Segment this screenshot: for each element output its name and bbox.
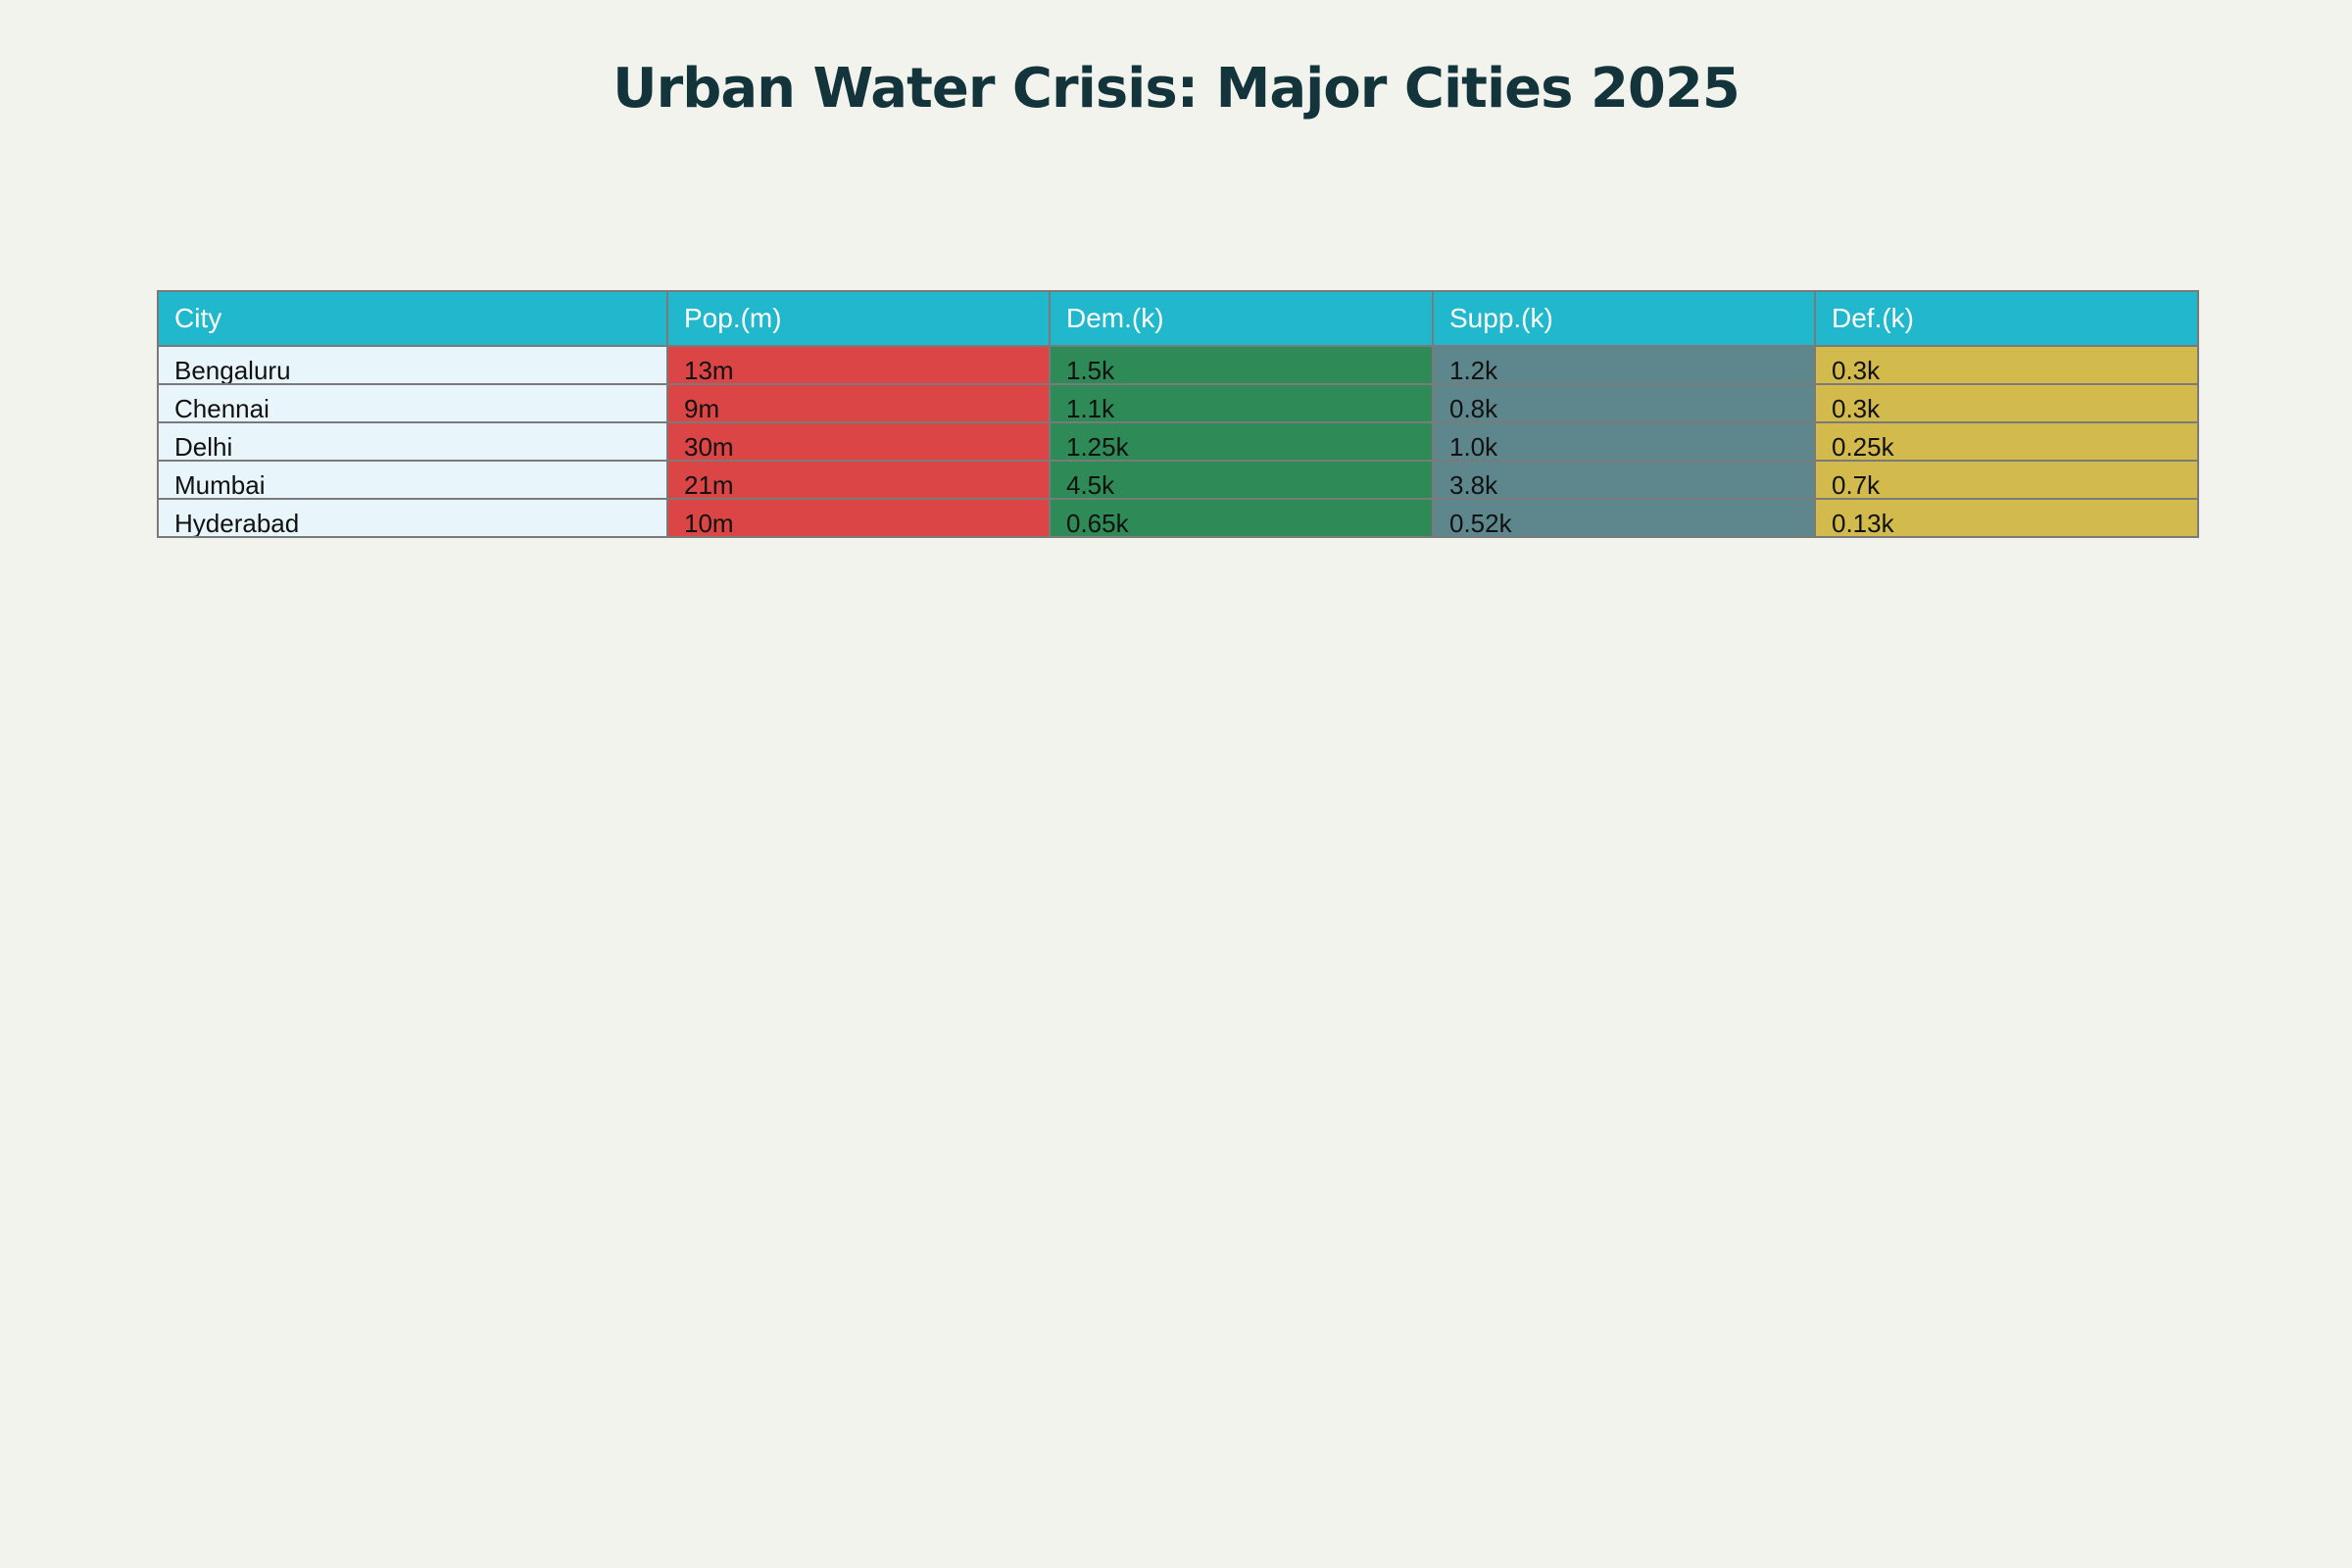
column-header: Def.(k): [1814, 290, 2199, 347]
table-row: Bengaluru 13m 1.5k 1.2k 0.3k: [157, 345, 2199, 385]
value-cell: 9m: [666, 383, 1051, 423]
value-cell: 1.25k: [1049, 421, 1434, 462]
column-header: Dem.(k): [1049, 290, 1434, 347]
data-table-container: City Pop.(m) Dem.(k) Supp.(k) Def.(k) Bengal…: [157, 290, 2199, 538]
value-cell: 1.5k: [1049, 345, 1434, 385]
column-header: Supp.(k): [1432, 290, 1816, 347]
chart-title: Urban Water Crisis: Major Cities 2025: [612, 57, 1740, 121]
value-cell: 21m: [666, 460, 1051, 500]
value-cell: 0.8k: [1432, 383, 1816, 423]
value-cell: 0.65k: [1049, 498, 1434, 538]
table-row: Delhi 30m 1.25k 1.0k 0.25k: [157, 421, 2199, 462]
value-cell: 0.3k: [1814, 383, 2199, 423]
value-cell: 0.13k: [1814, 498, 2199, 538]
value-cell: 1.0k: [1432, 421, 1816, 462]
value-cell: 30m: [666, 421, 1051, 462]
column-header: City: [157, 290, 668, 347]
table-header: City Pop.(m) Dem.(k) Supp.(k) Def.(k): [157, 290, 2199, 347]
header-row: City Pop.(m) Dem.(k) Supp.(k) Def.(k): [157, 290, 2199, 347]
city-cell: Mumbai: [157, 460, 668, 500]
value-cell: 0.7k: [1814, 460, 2199, 500]
city-cell: Chennai: [157, 383, 668, 423]
value-cell: 0.3k: [1814, 345, 2199, 385]
city-cell: Hyderabad: [157, 498, 668, 538]
table-row: Hyderabad 10m 0.65k 0.52k 0.13k: [157, 498, 2199, 538]
value-cell: 3.8k: [1432, 460, 1816, 500]
value-cell: 0.52k: [1432, 498, 1816, 538]
value-cell: 0.25k: [1814, 421, 2199, 462]
table-body: Bengaluru 13m 1.5k 1.2k 0.3k Chennai 9m 1.1k 0.8…: [157, 345, 2199, 538]
value-cell: 1.1k: [1049, 383, 1434, 423]
table-row: Chennai 9m 1.1k 0.8k 0.3k: [157, 383, 2199, 423]
city-cell: Delhi: [157, 421, 668, 462]
value-cell: 1.2k: [1432, 345, 1816, 385]
column-header: Pop.(m): [666, 290, 1051, 347]
data-table: City Pop.(m) Dem.(k) Supp.(k) Def.(k) Bengal…: [157, 290, 2199, 538]
value-cell: 10m: [666, 498, 1051, 538]
city-cell: Bengaluru: [157, 345, 668, 385]
value-cell: 13m: [666, 345, 1051, 385]
table-row: Mumbai 21m 4.5k 3.8k 0.7k: [157, 460, 2199, 500]
value-cell: 4.5k: [1049, 460, 1434, 500]
